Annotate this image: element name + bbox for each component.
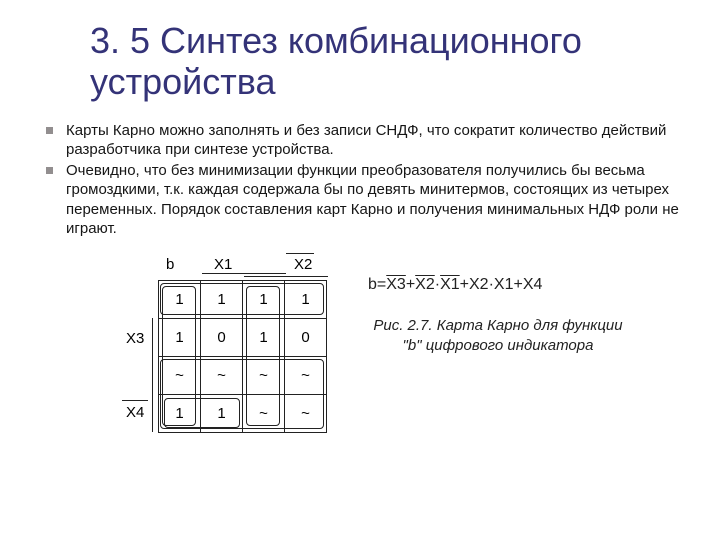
bullet-icon [46, 127, 53, 134]
figure-row: b X1 X2 X3 X4 1 1 1 1 1 0 1 [40, 246, 680, 456]
bullet-item: Очевидно, что без минимизации функции пр… [40, 161, 680, 238]
bullet-item: Карты Карно можно заполнять и без записи… [40, 121, 680, 159]
formula-prefix: b= [368, 276, 386, 293]
bullet-text: Очевидно, что без минимизации функции пр… [66, 162, 679, 237]
bullet-text: Карты Карно можно заполнять и без записи… [66, 122, 666, 158]
formula: b=X3+X2·X1+X2·X1+X4 [368, 276, 648, 294]
kmap-cell: 0 [285, 318, 327, 356]
formula-t1: X3 [386, 276, 406, 293]
kmap-label-x2: X2 [294, 256, 312, 273]
bullet-list: Карты Карно можно заполнять и без записи… [40, 121, 680, 238]
bullet-icon [46, 167, 53, 174]
slide-title: 3. 5 Синтез комбинационного устройства [90, 20, 680, 103]
kmap-label-x1: X1 [214, 256, 232, 273]
formula-plus: + [513, 276, 522, 293]
kmap-x4-overline [122, 400, 148, 401]
formula-t2a: X2 [415, 276, 435, 293]
kmap-label-x3: X3 [126, 330, 144, 347]
formula-t2b: X1 [440, 276, 460, 293]
kmap-x1-bar [202, 273, 286, 274]
kmap-x4-bar [152, 356, 153, 432]
kmap-label-b: b [166, 256, 174, 273]
formula-plus: + [406, 276, 415, 293]
kmap-x2-bar [244, 276, 328, 277]
formula-plus: + [460, 276, 469, 293]
formula-t3: X2·X1 [469, 276, 513, 293]
karnaugh-map: b X1 X2 X3 X4 1 1 1 1 1 0 1 [110, 246, 340, 456]
figure-caption: Рис. 2.7. Карта Карно для функции "b" ци… [368, 316, 648, 357]
formula-t4: X4 [523, 276, 543, 293]
kmap-cell: 0 [201, 318, 243, 356]
kmap-label-x4: X4 [126, 404, 144, 421]
figure-right: b=X3+X2·X1+X2·X1+X4 Рис. 2.7. Карта Карн… [368, 246, 648, 357]
kmap-x2-overline [286, 253, 314, 254]
kmap-loop [164, 398, 240, 428]
